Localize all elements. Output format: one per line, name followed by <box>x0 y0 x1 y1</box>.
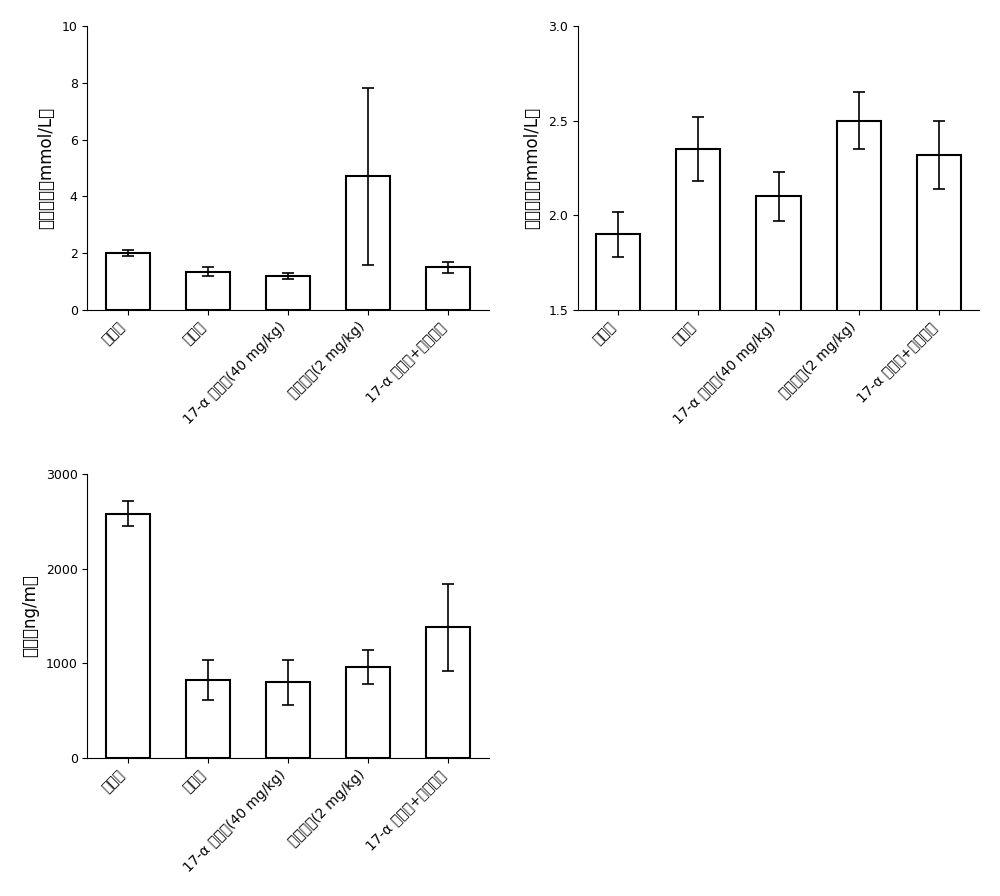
Bar <box>186 680 230 758</box>
Bar <box>186 271 230 310</box>
Bar <box>756 196 801 594</box>
Bar <box>676 149 720 594</box>
Bar <box>596 234 640 594</box>
Bar <box>106 254 150 310</box>
Bar <box>266 276 310 310</box>
Bar <box>266 682 310 758</box>
Y-axis label: 瘦素（ng/m）: 瘦素（ng/m） <box>21 574 39 658</box>
Bar <box>426 627 470 758</box>
Bar <box>346 668 390 758</box>
Bar <box>837 121 881 594</box>
Bar <box>917 155 961 594</box>
Bar <box>106 513 150 758</box>
Bar <box>426 267 470 310</box>
Y-axis label: 甘油三酯（mmol/L）: 甘油三酯（mmol/L） <box>37 107 55 229</box>
Y-axis label: 总胆固醇（mmol/L）: 总胆固醇（mmol/L） <box>523 107 541 229</box>
Bar <box>346 177 390 310</box>
